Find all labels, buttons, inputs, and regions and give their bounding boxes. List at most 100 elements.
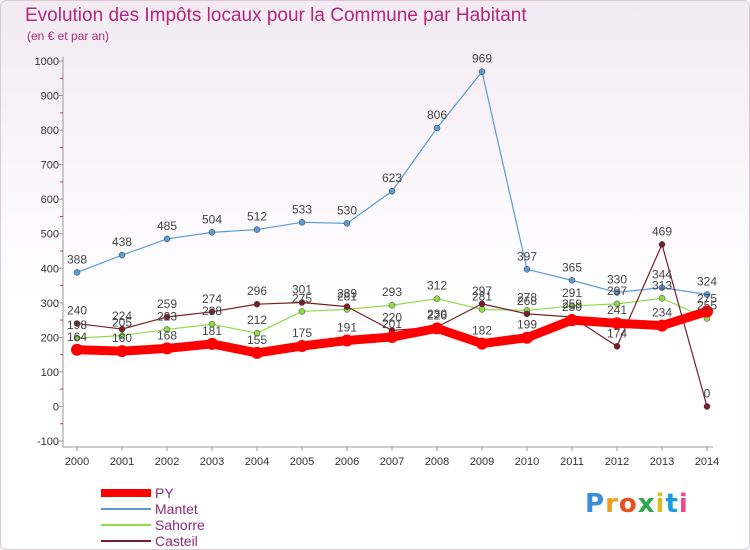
x-tick-label: 2012 — [605, 456, 629, 468]
data-label-mantet: 365 — [562, 260, 582, 274]
data-label-casteil: 297 — [472, 284, 492, 298]
data-label-py: 181 — [202, 324, 222, 338]
data-point-mantet — [523, 266, 531, 273]
data-point-mantet — [298, 219, 306, 226]
data-label-mantet: 512 — [247, 210, 267, 224]
data-point-casteil — [613, 343, 621, 350]
x-tick-label: 2011 — [560, 456, 584, 468]
y-tick-label: 900 — [41, 91, 59, 103]
data-point-sahorre — [568, 302, 576, 310]
y-tick-label: 500 — [41, 229, 59, 241]
data-label-mantet: 504 — [202, 212, 222, 226]
data-point-casteil — [208, 308, 216, 316]
data-point-mantet — [478, 68, 486, 75]
data-point-casteil — [343, 303, 351, 310]
data-point-mantet — [73, 269, 81, 276]
data-point-py — [341, 334, 353, 347]
data-label-sahorre: 281 — [472, 289, 492, 303]
data-label-mantet: 344 — [652, 268, 672, 282]
data-point-py — [251, 346, 263, 359]
brand-letter: i — [678, 489, 689, 519]
y-tick-label: 1000 — [35, 56, 59, 68]
data-label-mantet: 969 — [472, 52, 492, 66]
data-label-py: 226 — [427, 308, 447, 322]
data-point-sahorre — [208, 320, 216, 328]
brand-letter: P — [585, 489, 606, 519]
data-point-py — [431, 322, 443, 335]
brand-letter: x — [637, 489, 656, 519]
data-label-sahorre: 297 — [607, 284, 627, 298]
data-point-mantet — [613, 289, 621, 296]
data-point-mantet — [433, 124, 441, 132]
data-label-py: 199 — [517, 318, 537, 332]
data-point-mantet — [343, 220, 351, 227]
data-label-py: 160 — [112, 331, 132, 345]
data-label-casteil: 0 — [704, 386, 711, 400]
data-label-mantet: 485 — [157, 219, 177, 233]
y-tick-label: 700 — [41, 160, 59, 172]
data-label-mantet: 397 — [517, 249, 537, 263]
data-point-sahorre — [478, 306, 486, 313]
data-point-casteil — [253, 300, 261, 308]
x-tick-label: 2005 — [290, 456, 314, 468]
data-point-sahorre — [613, 300, 621, 308]
data-point-mantet — [568, 277, 576, 284]
data-point-sahorre — [118, 332, 126, 339]
chart-subtitle: (en € et par an) — [27, 29, 110, 43]
y-tick-label: 300 — [41, 298, 59, 310]
data-label-casteil: 469 — [652, 224, 672, 238]
legend-label: Sahorre — [155, 517, 205, 533]
data-point-py — [521, 331, 533, 344]
x-tick-label: 2000 — [65, 456, 89, 468]
data-point-sahorre — [298, 308, 306, 315]
y-tick-label: 100 — [41, 367, 59, 379]
y-tick-label: 200 — [41, 332, 59, 344]
data-label-py: 201 — [382, 317, 402, 331]
data-point-sahorre — [433, 295, 441, 302]
data-point-py — [566, 314, 578, 327]
data-label-mantet: 533 — [292, 202, 312, 216]
data-point-casteil — [298, 299, 306, 306]
y-tick-label: 800 — [41, 125, 59, 137]
data-label-sahorre: 223 — [157, 309, 177, 323]
data-label-casteil: 296 — [247, 284, 267, 298]
data-point-mantet — [658, 284, 666, 291]
data-point-casteil — [478, 300, 486, 308]
data-label-casteil: 224 — [112, 309, 132, 323]
data-label-sahorre: 212 — [247, 313, 267, 327]
data-label-mantet: 806 — [427, 108, 447, 122]
x-tick-label: 2002 — [155, 456, 179, 468]
data-point-sahorre — [253, 329, 261, 337]
brand-letter: o — [618, 489, 638, 519]
data-point-py — [656, 319, 668, 332]
data-label-sahorre: 281 — [337, 289, 357, 303]
data-point-casteil — [163, 313, 171, 321]
brand-logo: Proxiti — [585, 489, 689, 519]
data-point-py — [71, 343, 83, 356]
legend-label: Mantet — [155, 501, 198, 517]
data-point-mantet — [388, 187, 396, 195]
data-point-mantet — [208, 229, 216, 236]
data-label-casteil: 259 — [562, 297, 582, 311]
data-point-casteil — [658, 241, 666, 248]
data-label-sahorre: 198 — [67, 318, 87, 332]
data-label-sahorre: 291 — [562, 286, 582, 300]
legend-swatch — [101, 489, 151, 497]
data-point-casteil — [523, 310, 531, 318]
x-tick-label: 2006 — [335, 456, 359, 468]
data-point-py — [296, 340, 308, 352]
data-point-sahorre — [73, 334, 81, 342]
data-point-sahorre — [388, 301, 396, 309]
data-label-sahorre: 312 — [427, 279, 447, 293]
x-tick-label: 2003 — [200, 456, 224, 468]
data-point-sahorre — [163, 326, 171, 333]
data-point-sahorre — [658, 295, 666, 302]
data-label-py: 155 — [247, 333, 267, 347]
data-point-mantet — [253, 226, 261, 233]
data-label-casteil: 289 — [337, 287, 357, 301]
data-label-mantet: 388 — [67, 252, 87, 266]
x-tick-label: 2007 — [380, 456, 404, 468]
data-point-py — [161, 342, 173, 355]
x-tick-label: 2008 — [425, 456, 449, 468]
data-label-sahorre: 278 — [517, 290, 537, 304]
